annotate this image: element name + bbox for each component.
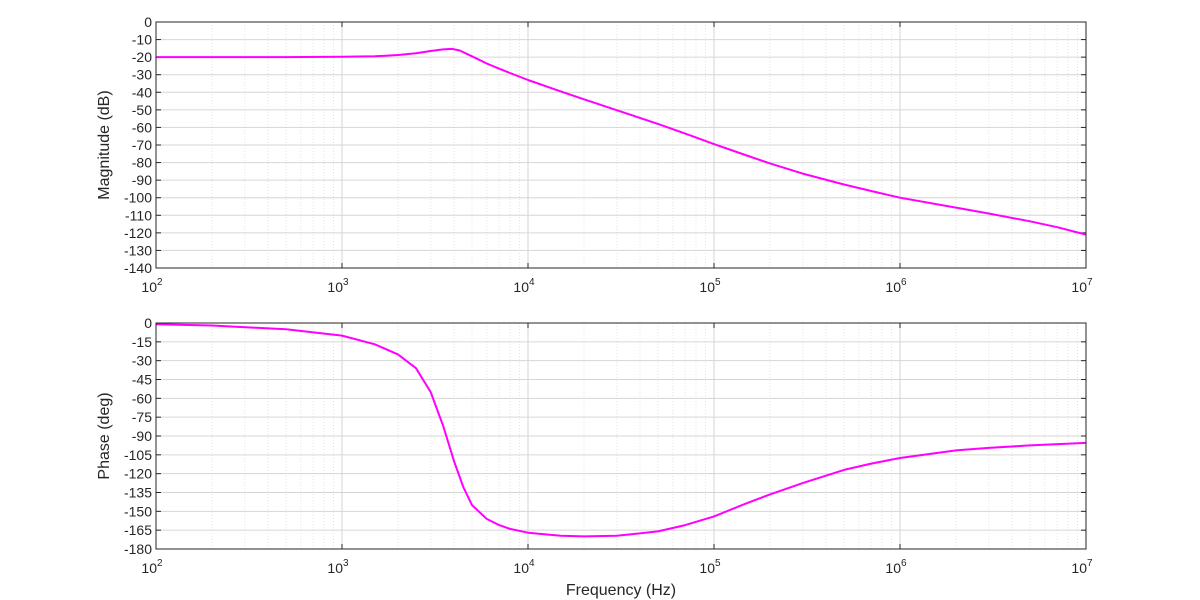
x-tick-base: 10 xyxy=(885,279,901,295)
series-line xyxy=(156,47,1087,236)
y-tick-label: -30 xyxy=(132,67,152,83)
x-tick-base: 10 xyxy=(141,560,157,576)
plot-frame xyxy=(155,322,1087,550)
x-tick-label: 106 xyxy=(885,558,907,576)
y-tick-label: -135 xyxy=(124,485,152,501)
x-tick-base: 10 xyxy=(1071,279,1087,295)
phase-plot: 102 103 104 105 106 1070-15-30-45-60-75-90-10… xyxy=(96,315,1093,599)
x-tick-base: 10 xyxy=(885,560,901,576)
x-tick-exponent: 6 xyxy=(901,558,907,569)
x-tick-exponent: 7 xyxy=(1087,277,1093,288)
x-tick-label: 102 xyxy=(141,277,163,295)
x-tick-base: 10 xyxy=(513,560,529,576)
x-tick-label: 102 xyxy=(141,558,163,576)
y-axis-label: Phase (deg) xyxy=(96,392,113,479)
y-tick-label: 0 xyxy=(144,315,152,331)
x-tick-base: 10 xyxy=(699,560,715,576)
x-tick-exponent: 3 xyxy=(343,558,349,569)
y-tick-label: -140 xyxy=(124,260,152,276)
x-tick-base: 10 xyxy=(141,279,157,295)
y-tick-label: -120 xyxy=(124,225,152,241)
x-tick-base: 10 xyxy=(327,279,343,295)
y-tick-label: -90 xyxy=(132,172,152,188)
y-tick-label: -50 xyxy=(132,102,152,118)
y-tick-label: -20 xyxy=(132,49,152,65)
y-tick-label: 0 xyxy=(144,14,152,30)
y-tick-label: -75 xyxy=(132,409,152,425)
x-tick-label: 103 xyxy=(327,277,349,295)
y-tick-label: -165 xyxy=(124,522,152,538)
x-tick-exponent: 5 xyxy=(715,558,721,569)
x-axis-label: Frequency (Hz) xyxy=(566,582,676,599)
y-tick-label: -110 xyxy=(125,207,152,223)
magnitude-plot: 102 103 104 105 106 1070-10-20-30-40-50-60-70… xyxy=(96,14,1093,295)
x-tick-label: 105 xyxy=(699,277,721,295)
y-tick-label: -90 xyxy=(132,428,152,444)
y-tick-label: -120 xyxy=(124,466,152,482)
x-tick-exponent: 7 xyxy=(1087,558,1093,569)
x-tick-exponent: 4 xyxy=(529,277,535,288)
x-tick-label: 104 xyxy=(513,558,535,576)
y-tick-label: -70 xyxy=(132,137,152,153)
y-tick-label: -100 xyxy=(124,190,152,206)
y-tick-label: -60 xyxy=(132,119,152,135)
x-tick-exponent: 3 xyxy=(343,277,349,288)
x-tick-label: 107 xyxy=(1071,277,1093,295)
x-tick-exponent: 2 xyxy=(157,277,163,288)
x-tick-label: 107 xyxy=(1071,558,1093,576)
x-tick-base: 10 xyxy=(1071,560,1087,576)
y-tick-label: -130 xyxy=(124,242,152,258)
y-tick-label: -10 xyxy=(132,32,152,48)
y-tick-label: -45 xyxy=(132,372,152,388)
x-tick-exponent: 5 xyxy=(715,277,721,288)
y-tick-label: -150 xyxy=(124,503,152,519)
x-tick-exponent: 6 xyxy=(901,277,907,288)
y-tick-label: -40 xyxy=(132,84,152,100)
x-tick-label: 105 xyxy=(699,558,721,576)
x-tick-label: 103 xyxy=(327,558,349,576)
x-tick-exponent: 4 xyxy=(529,558,535,569)
x-tick-exponent: 2 xyxy=(157,558,163,569)
y-axis-label: Magnitude (dB) xyxy=(96,90,113,199)
y-tick-label: -60 xyxy=(132,390,152,406)
x-tick-base: 10 xyxy=(699,279,715,295)
y-tick-label: -80 xyxy=(132,155,152,171)
y-tick-label: -15 xyxy=(132,334,152,350)
y-tick-label: -105 xyxy=(124,447,152,463)
y-tick-label: -30 xyxy=(132,353,152,369)
plot-frame xyxy=(155,21,1087,269)
x-tick-base: 10 xyxy=(327,560,343,576)
x-tick-label: 104 xyxy=(513,277,535,295)
x-tick-label: 106 xyxy=(885,277,907,295)
x-tick-base: 10 xyxy=(513,279,529,295)
series-line xyxy=(155,323,1087,538)
y-tick-label: -180 xyxy=(124,541,152,557)
